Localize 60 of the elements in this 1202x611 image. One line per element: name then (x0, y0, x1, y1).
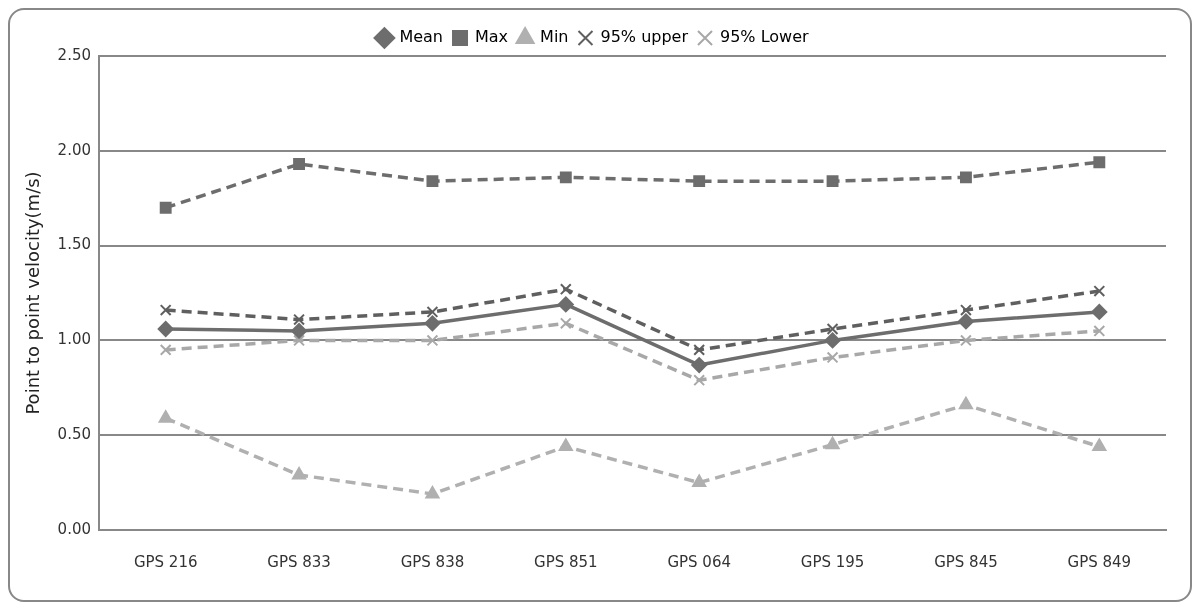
x-tick-label: GPS 838 (400, 552, 465, 571)
point (826, 351, 839, 364)
point (425, 485, 440, 499)
point (959, 334, 972, 347)
point (959, 304, 972, 317)
point (693, 374, 706, 387)
y-tick-label: 0.50 (57, 425, 91, 444)
point (1093, 156, 1106, 169)
point (692, 474, 707, 488)
point (1093, 324, 1106, 337)
y-axis-title: Point to point velocity(m/s) (22, 171, 44, 415)
legend-label: Min (540, 27, 569, 47)
point (426, 175, 439, 188)
point (292, 467, 307, 480)
point (826, 175, 839, 188)
legend-label: 95% Lower (720, 27, 809, 47)
point (293, 313, 306, 326)
x-tick-label: GPS 064 (667, 552, 731, 571)
x-tick-label: GPS 845 (934, 552, 998, 571)
point (826, 323, 839, 335)
legend-label: Mean (399, 27, 444, 47)
point (959, 171, 972, 184)
point (424, 315, 441, 332)
y-tick-label: 1.00 (57, 330, 91, 349)
point (426, 306, 439, 318)
point (291, 322, 308, 339)
x-tick-label: GPS 851 (534, 552, 598, 571)
legend-label: Max (475, 27, 509, 47)
x-tick-label: GPS 833 (267, 552, 331, 571)
y-tick-label: 2.00 (57, 140, 91, 159)
x-tick-label: GPS 849 (1067, 552, 1132, 571)
point (159, 343, 172, 356)
point (691, 357, 708, 374)
point (824, 332, 841, 349)
point (559, 171, 572, 184)
point (557, 296, 574, 313)
x-tick-label: GPS 195 (800, 552, 865, 571)
point (958, 396, 973, 410)
point (957, 313, 974, 330)
x-tick-label: GPS 216 (133, 552, 198, 571)
point (693, 175, 706, 188)
point (1091, 303, 1108, 320)
point (693, 343, 706, 356)
point (293, 334, 306, 347)
y-tick-label: 0.00 (57, 519, 91, 538)
y-tick-label: 2.50 (57, 45, 91, 64)
y-tick-label: 1.50 (57, 235, 91, 254)
point (157, 321, 174, 338)
point (825, 436, 840, 450)
legend-label: 95% upper (600, 27, 689, 47)
point (159, 304, 172, 317)
point (1092, 438, 1107, 452)
point (293, 158, 306, 171)
point (559, 317, 572, 330)
point (1093, 285, 1106, 298)
point (426, 334, 439, 347)
point (159, 201, 172, 214)
point (559, 283, 572, 296)
point (558, 438, 573, 452)
point (158, 410, 173, 423)
